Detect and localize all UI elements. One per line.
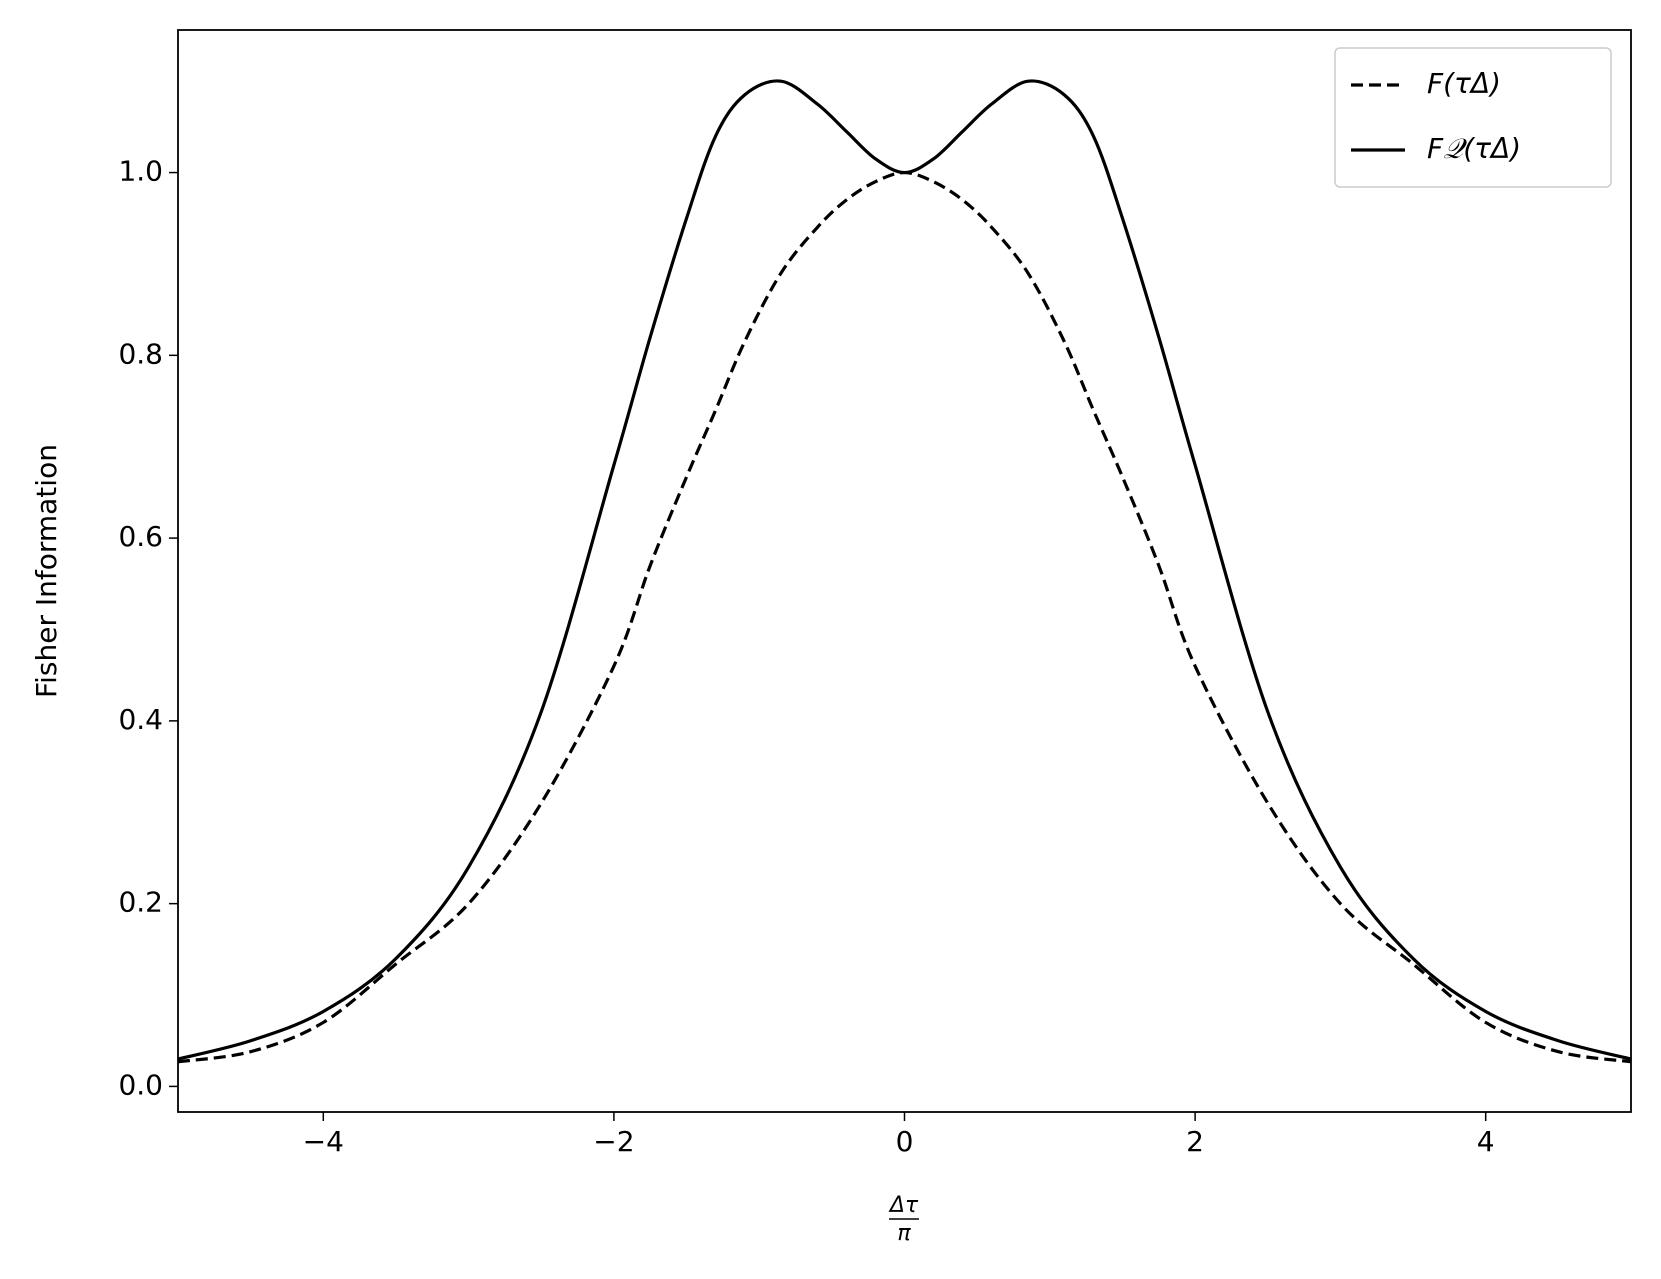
plot-frame: [177, 29, 1632, 1113]
x-tick-label: 4: [1477, 1125, 1495, 1158]
legend-label: F(τΔ): [1427, 67, 1501, 100]
legend-box: [1334, 47, 1612, 188]
legend-label: F𝒬(τΔ): [1427, 132, 1521, 165]
y-tick-label: 0.2: [118, 886, 163, 919]
y-tick-label: 1.0: [118, 155, 163, 188]
y-axis-label: Fisher Information: [30, 444, 63, 698]
x-axis-label-numerator: Δτ: [888, 1193, 919, 1218]
x-tick-label: −4: [303, 1125, 344, 1158]
series-line: [178, 170, 1631, 1064]
x-tick-label: 0: [896, 1125, 914, 1158]
series-line: [178, 79, 1631, 1061]
y-tick-label: 0.8: [118, 337, 163, 370]
x-tick-label: 2: [1186, 1125, 1204, 1158]
x-axis-label-denominator: π: [897, 1221, 911, 1246]
x-tick-label: −2: [593, 1125, 634, 1158]
y-tick-label: 0.6: [118, 520, 163, 553]
y-tick-label: 0.4: [118, 703, 163, 736]
y-tick-label: 0.0: [118, 1068, 163, 1101]
